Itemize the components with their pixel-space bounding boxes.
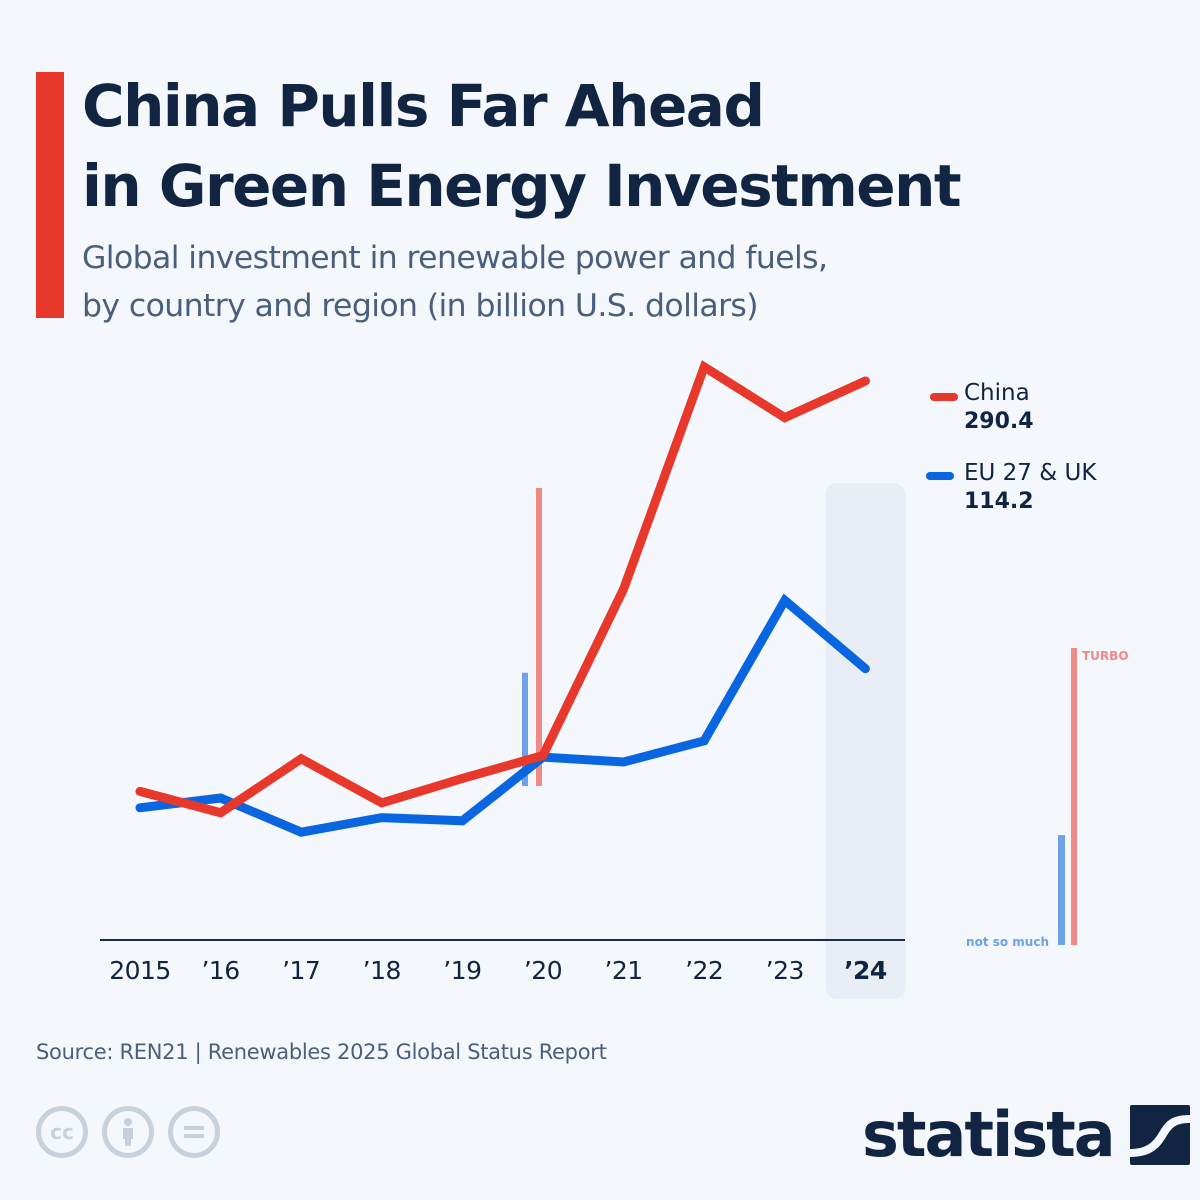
statista-logo[interactable]: statista xyxy=(862,1100,1190,1170)
x-tick-labels: 2015 ’16 ’17 ’18 ’19 ’20 ’21 ’22 ’23 ’24 xyxy=(109,956,887,985)
x-tick-label: 2015 xyxy=(109,956,171,985)
cc-icon[interactable]: cc xyxy=(36,1106,88,1158)
turbo-label: TURBO xyxy=(1082,649,1129,663)
x-tick-label: ’20 xyxy=(524,956,562,985)
x-tick-label: ’22 xyxy=(685,956,723,985)
turbo-bar xyxy=(1071,648,1077,945)
subtitle-line-1: Global investment in renewable power and… xyxy=(82,240,828,276)
x-tick-label: ’18 xyxy=(363,956,401,985)
legend-label-china: China xyxy=(964,380,1030,406)
license-icons: cc xyxy=(36,1106,220,1158)
annotation-layer xyxy=(522,488,542,786)
series-line-eu xyxy=(135,593,870,837)
not-so-much-label: not so much xyxy=(966,935,1049,949)
logo-wordmark: statista xyxy=(862,1098,1116,1171)
title-line-2: in Green Energy Investment xyxy=(82,152,962,220)
no-derivatives-icon[interactable] xyxy=(168,1106,220,1158)
highlight-column-layer xyxy=(825,483,906,999)
legend-value-eu: 114.2 xyxy=(964,489,1034,514)
equals-glyph xyxy=(184,1126,204,1138)
subtitle-line-2: by country and region (in billion U.S. d… xyxy=(82,288,759,324)
x-tick-label: ’19 xyxy=(443,956,481,985)
x-tick-label: ’17 xyxy=(282,956,320,985)
not-so-much-bar xyxy=(1058,835,1065,945)
statista-logo-icon xyxy=(1129,1105,1190,1165)
series-lines xyxy=(135,360,870,837)
annotation-bar-china xyxy=(536,488,542,786)
legend-swatch-china xyxy=(930,393,958,401)
source-note: Source: REN21 | Renewables 2025 Global S… xyxy=(36,1040,607,1064)
x-tick-label: ’21 xyxy=(604,956,642,985)
legend-label-eu: EU 27 & UK xyxy=(964,460,1097,486)
title-line-1: China Pulls Far Ahead xyxy=(82,72,765,140)
legend-swatch-eu xyxy=(926,472,954,480)
attribution-icon[interactable] xyxy=(102,1106,154,1158)
cc-icon-label: cc xyxy=(50,1120,74,1144)
side-annotation: TURBO not so much xyxy=(966,648,1129,949)
highlight-column xyxy=(825,483,906,999)
x-tick-label: ’16 xyxy=(201,956,239,985)
chart-title: China Pulls Far Ahead in Green Energy In… xyxy=(82,66,1162,226)
title-accent-bar xyxy=(36,72,64,318)
x-tick-label: ’23 xyxy=(766,956,804,985)
person-glyph xyxy=(123,1118,133,1146)
chart-subtitle: Global investment in renewable power and… xyxy=(82,234,1082,330)
x-tick-label: ’24 xyxy=(844,956,887,985)
series-line-china xyxy=(135,360,870,818)
annotation-bar-eu xyxy=(522,672,528,786)
legend-value-china: 290.4 xyxy=(964,409,1034,434)
